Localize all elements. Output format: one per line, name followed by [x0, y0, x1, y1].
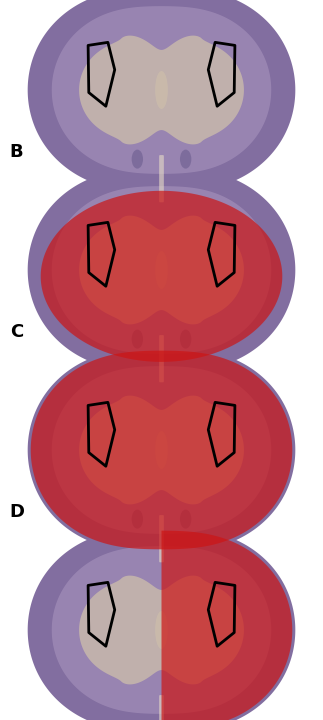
Polygon shape: [52, 186, 271, 354]
Text: C: C: [10, 323, 23, 341]
Ellipse shape: [180, 330, 191, 348]
Text: D: D: [10, 503, 25, 521]
FancyBboxPatch shape: [159, 155, 164, 202]
Polygon shape: [52, 546, 271, 714]
Polygon shape: [52, 366, 271, 534]
FancyBboxPatch shape: [159, 515, 164, 562]
Polygon shape: [28, 168, 295, 372]
Ellipse shape: [155, 251, 168, 289]
FancyBboxPatch shape: [159, 335, 164, 382]
Polygon shape: [52, 6, 271, 174]
Polygon shape: [162, 531, 292, 720]
Polygon shape: [79, 215, 244, 325]
Polygon shape: [28, 0, 295, 192]
Ellipse shape: [155, 431, 168, 469]
FancyBboxPatch shape: [159, 695, 164, 720]
Ellipse shape: [155, 611, 168, 649]
Ellipse shape: [155, 71, 168, 109]
Ellipse shape: [132, 150, 143, 168]
Polygon shape: [28, 528, 295, 720]
Polygon shape: [41, 191, 282, 362]
Polygon shape: [79, 395, 244, 505]
Text: B: B: [10, 143, 23, 161]
Polygon shape: [31, 351, 292, 549]
Polygon shape: [79, 575, 244, 685]
Polygon shape: [28, 348, 295, 552]
Polygon shape: [79, 35, 244, 145]
Ellipse shape: [180, 510, 191, 528]
Ellipse shape: [132, 510, 143, 528]
Ellipse shape: [180, 150, 191, 168]
Ellipse shape: [132, 330, 143, 348]
